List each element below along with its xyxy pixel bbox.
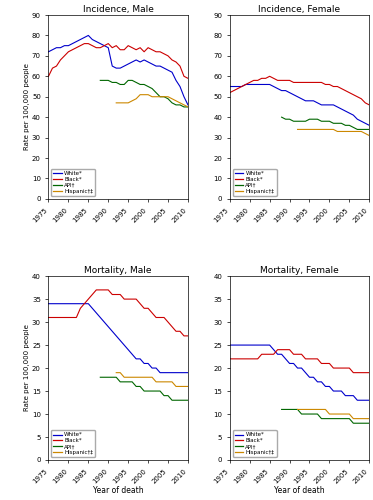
Title: Mortality, Female: Mortality, Female xyxy=(260,266,339,276)
Title: Mortality, Male: Mortality, Male xyxy=(84,266,152,276)
X-axis label: Year of death: Year of death xyxy=(93,486,144,495)
Y-axis label: Rate per 100,000 people: Rate per 100,000 people xyxy=(25,324,31,412)
Legend: White*, Black*, API†, Hispanic†‡: White*, Black*, API†, Hispanic†‡ xyxy=(233,169,276,196)
Legend: White*, Black*, API†, Hispanic†‡: White*, Black*, API†, Hispanic†‡ xyxy=(51,430,95,457)
Y-axis label: Rate per 100,000 people: Rate per 100,000 people xyxy=(25,64,31,150)
Legend: White*, Black*, API†, Hispanic†‡: White*, Black*, API†, Hispanic†‡ xyxy=(51,169,95,196)
Legend: White*, Black*, API†, Hispanic†‡: White*, Black*, API†, Hispanic†‡ xyxy=(233,430,276,457)
X-axis label: Year of death: Year of death xyxy=(274,486,325,495)
Title: Incidence, Male: Incidence, Male xyxy=(83,5,154,14)
Title: Incidence, Female: Incidence, Female xyxy=(258,5,341,14)
